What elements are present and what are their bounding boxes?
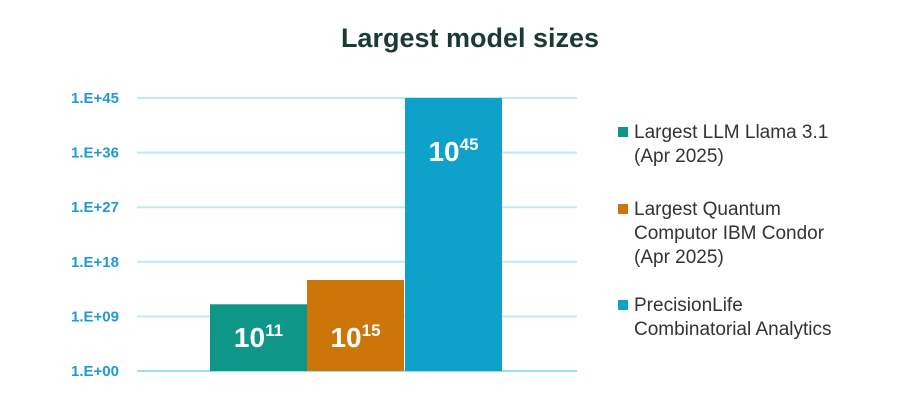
legend-item: Largest Quantum Computor IBM Condor (Apr 2…: [618, 199, 825, 268]
bar: [405, 98, 502, 371]
y-tick-label: 1.E+27: [71, 199, 119, 216]
legend-item: Largest LLM Llama 3.1 (Apr 2025): [618, 122, 828, 167]
legend-label: Largest LLM Llama 3.1: [634, 122, 828, 143]
y-tick-label: 1.E+36: [71, 145, 119, 162]
data-labels: 1011 1015 1045: [234, 135, 479, 353]
bars: [210, 98, 502, 371]
legend-swatch: [618, 204, 628, 214]
bar: [307, 280, 404, 371]
y-tick-label: 1.E+09: [71, 308, 119, 325]
data-label: 1045: [428, 135, 478, 167]
legend-item: PrecisionLife Combinatorial Analytics: [618, 295, 831, 340]
y-tick-label: 1.E+45: [71, 90, 119, 107]
y-axis-tick-labels: 1.E+00 1.E+09 1.E+18 1.E+27 1.E+36 1.E+45: [71, 90, 119, 380]
bar: [210, 304, 307, 371]
legend-swatch: [618, 127, 628, 137]
legend-label: Computor IBM Condor: [634, 223, 825, 244]
data-label: 1011: [234, 321, 283, 353]
legend-label: Combinatorial Analytics: [634, 319, 831, 340]
legend-label: (Apr 2025): [634, 146, 724, 167]
legend-label: Largest Quantum: [634, 199, 781, 220]
legend-swatch: [618, 300, 628, 310]
legend: Largest LLM Llama 3.1(Apr 2025)Largest Q…: [618, 122, 831, 340]
legend-label: (Apr 2025): [634, 247, 724, 268]
data-label: 1015: [330, 321, 380, 353]
y-tick-label: 1.E+00: [71, 363, 119, 380]
legend-label: PrecisionLife: [634, 295, 743, 316]
y-tick-label: 1.E+18: [71, 254, 119, 271]
chart-title: Largest model sizes: [341, 23, 599, 53]
